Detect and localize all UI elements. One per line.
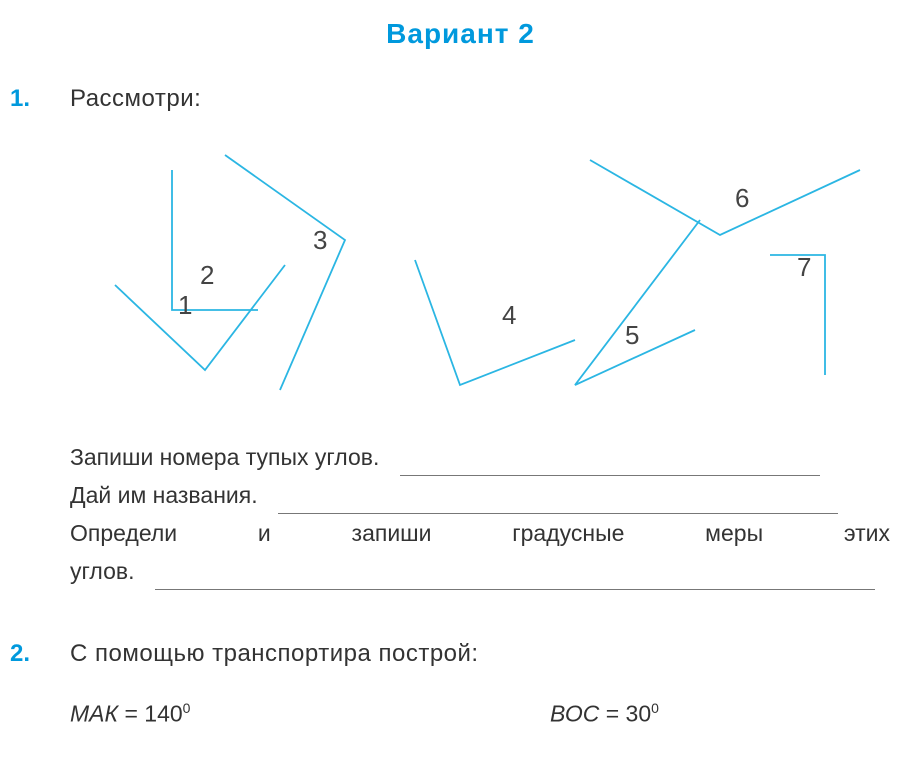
angle-2-shape	[172, 170, 258, 310]
angle-6-shape	[590, 160, 860, 235]
angle-label-5: 5	[625, 320, 639, 351]
angle-label-6: 6	[735, 183, 749, 214]
instr-line1: Запиши номера тупых углов.	[70, 444, 379, 470]
angle-4-shape	[415, 260, 575, 385]
task2-text: С помощью транспортира построй:	[70, 640, 479, 668]
instr-line2: Дай им названия.	[70, 482, 258, 508]
blank-2[interactable]	[278, 492, 838, 514]
task1-number: 1.	[10, 85, 30, 113]
angle-3-shape	[225, 155, 345, 390]
blank-1[interactable]	[400, 454, 820, 476]
angle-5-shape	[575, 220, 700, 385]
task2-number: 2.	[10, 640, 30, 668]
angle-label-2: 2	[200, 260, 214, 291]
blank-3[interactable]	[155, 568, 875, 590]
angle-label-3: 3	[313, 225, 327, 256]
angles-diagram	[70, 130, 870, 410]
angle-label-1: 1	[178, 290, 192, 321]
formula-mak: МАК = 1400	[70, 700, 190, 728]
formula-boc: ВОС = 300	[550, 700, 659, 728]
instr-line3b: углов.	[70, 558, 134, 584]
page-title: Вариант 2	[0, 0, 921, 50]
angle-label-7: 7	[797, 252, 811, 283]
angle-label-4: 4	[502, 300, 516, 331]
instr-line3a: Определи и запиши градусные меры этих	[70, 520, 890, 546]
task1-text: Рассмотри:	[70, 85, 201, 113]
